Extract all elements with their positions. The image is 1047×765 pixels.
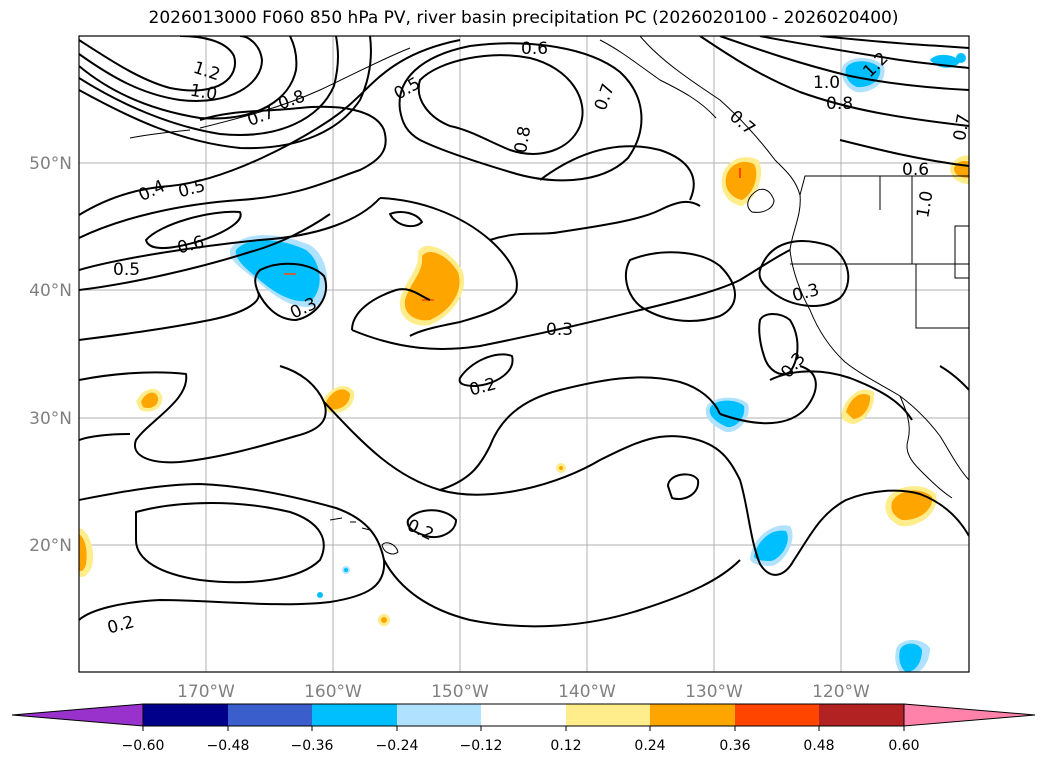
- contour-label: 0.7: [950, 112, 974, 142]
- colorbar-label: 0.12: [550, 738, 581, 754]
- colorbar: −0.60 −0.48 −0.36 −0.24 −0.12 0.12 0.24 …: [11, 703, 1036, 754]
- colorbar-extend-right: [903, 703, 1036, 727]
- lon-label: 160°W: [304, 682, 362, 702]
- colorbar-label: 0.60: [888, 738, 919, 754]
- lon-label: 170°W: [177, 682, 235, 702]
- contour-label: 1.0: [188, 81, 218, 105]
- precip-positive-patch: [79, 534, 87, 572]
- precip-positive-patch: [381, 617, 387, 623]
- colorbar-segment: [650, 704, 735, 726]
- contour-label: 1.0: [813, 73, 840, 93]
- contour-label: 0.6: [902, 160, 929, 180]
- contour-label: 1.0: [913, 189, 937, 219]
- precip-negative-patch: [709, 400, 745, 428]
- colorbar-segment: [143, 704, 228, 726]
- precip-negative-patch: [899, 643, 922, 672]
- colorbar-label: −0.36: [291, 738, 334, 754]
- map-area: [79, 36, 969, 672]
- lon-label: 120°W: [812, 682, 870, 702]
- colorbar-label: 0.48: [803, 738, 834, 754]
- colorbar-segment: [228, 704, 312, 726]
- colorbar-segment: [397, 704, 481, 726]
- precip-positive-patch: [326, 389, 350, 410]
- colorbar-label: −0.48: [207, 738, 250, 754]
- precip-negative-patch: [235, 240, 320, 302]
- contour-label: 0.6: [521, 39, 548, 59]
- lon-labels: 170°W 160°W 150°W 140°W 130°W 120°W: [177, 682, 870, 702]
- precip-positive-patch: [559, 466, 563, 470]
- precip-positive-patch: [891, 490, 933, 521]
- lat-label: 30°N: [29, 409, 72, 429]
- colorbar-segment: [566, 704, 650, 726]
- colorbar-label: −0.24: [376, 738, 419, 754]
- lat-label: 40°N: [29, 281, 72, 301]
- colorbar-outline: [142, 703, 905, 727]
- precip-positive-patch: [725, 161, 757, 200]
- lat-labels: 50°N 40°N 30°N 20°N: [29, 154, 72, 556]
- colorbar-label: 0.24: [634, 738, 665, 754]
- colorbar-segment: [819, 704, 904, 726]
- lon-label: 150°W: [431, 682, 489, 702]
- precip-positive-patch: [141, 392, 159, 408]
- colorbar-segment: [481, 704, 566, 726]
- gridlines: [79, 36, 969, 672]
- contour-label: 0.3: [546, 320, 573, 340]
- precip-negative-patch: [754, 530, 788, 561]
- contour-label: 0.8: [826, 94, 853, 114]
- colorbar-ticks: [142, 726, 905, 731]
- map-title: 2026013000 F060 850 hPa PV, river basin …: [148, 8, 899, 28]
- colorbar-segment: [735, 704, 819, 726]
- lon-label: 140°W: [558, 682, 616, 702]
- contour-label: 0.8: [511, 125, 535, 155]
- colorbar-segment: [312, 704, 397, 726]
- lon-label: 130°W: [685, 682, 743, 702]
- precip-negative-patch: [344, 568, 348, 572]
- colorbar-label: −0.60: [122, 738, 165, 754]
- lat-label: 20°N: [29, 536, 72, 556]
- contour-label: 0.5: [113, 260, 140, 280]
- lat-label: 50°N: [29, 154, 72, 174]
- precip-positive-patch: [404, 251, 460, 321]
- pv-contours: [79, 36, 969, 628]
- colorbar-label: 0.36: [719, 738, 750, 754]
- precip-negative-patch: [317, 592, 323, 598]
- coastlines: [129, 36, 969, 555]
- precip-negative-patch: [956, 53, 966, 63]
- colorbar-label: −0.12: [460, 738, 503, 754]
- precip-positive-patch: [846, 393, 871, 419]
- colorbar-extend-left: [11, 703, 144, 727]
- map-border: [78, 35, 970, 673]
